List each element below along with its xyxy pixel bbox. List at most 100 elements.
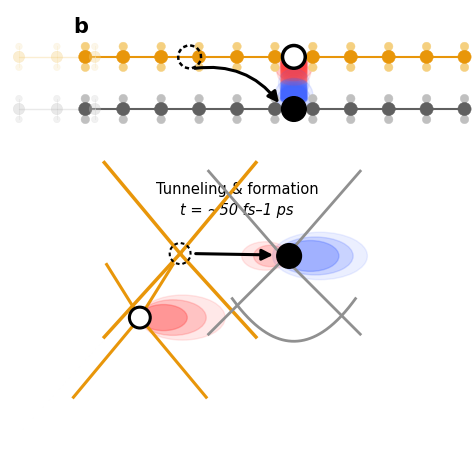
Circle shape: [129, 307, 150, 328]
Circle shape: [233, 115, 241, 124]
Circle shape: [195, 63, 203, 72]
Circle shape: [344, 102, 357, 116]
Circle shape: [54, 116, 60, 123]
Circle shape: [458, 50, 471, 64]
Ellipse shape: [281, 80, 307, 88]
Circle shape: [155, 102, 168, 116]
Ellipse shape: [281, 83, 307, 92]
Circle shape: [157, 94, 165, 103]
Ellipse shape: [281, 68, 307, 76]
Ellipse shape: [281, 87, 307, 95]
Ellipse shape: [281, 63, 307, 72]
Ellipse shape: [281, 95, 307, 104]
Circle shape: [13, 51, 25, 63]
Circle shape: [309, 115, 317, 124]
Circle shape: [344, 50, 357, 64]
Ellipse shape: [281, 87, 307, 96]
Ellipse shape: [254, 246, 287, 266]
Circle shape: [79, 50, 92, 64]
Circle shape: [384, 63, 393, 72]
Circle shape: [346, 42, 355, 51]
Circle shape: [81, 63, 90, 72]
Ellipse shape: [275, 78, 313, 111]
Ellipse shape: [281, 69, 307, 78]
Circle shape: [79, 102, 92, 116]
Circle shape: [422, 42, 431, 51]
Circle shape: [268, 102, 282, 116]
Ellipse shape: [140, 300, 206, 336]
Circle shape: [271, 63, 279, 72]
Ellipse shape: [281, 91, 307, 100]
Ellipse shape: [281, 92, 307, 101]
Ellipse shape: [281, 93, 307, 102]
Circle shape: [119, 115, 128, 124]
Circle shape: [268, 50, 282, 64]
Ellipse shape: [281, 85, 307, 94]
Ellipse shape: [281, 73, 307, 82]
Circle shape: [384, 94, 393, 103]
Ellipse shape: [281, 88, 307, 96]
Circle shape: [16, 64, 22, 71]
Ellipse shape: [281, 71, 307, 79]
Ellipse shape: [281, 70, 307, 78]
Text: b: b: [73, 17, 89, 36]
Ellipse shape: [281, 93, 307, 101]
Ellipse shape: [281, 84, 307, 93]
Circle shape: [91, 43, 98, 50]
Ellipse shape: [281, 81, 307, 89]
Circle shape: [382, 102, 395, 116]
Circle shape: [119, 94, 128, 103]
Ellipse shape: [281, 84, 307, 92]
Circle shape: [51, 103, 63, 115]
Circle shape: [16, 116, 22, 123]
Circle shape: [81, 42, 90, 51]
Circle shape: [54, 43, 60, 50]
Circle shape: [230, 102, 244, 116]
Circle shape: [233, 42, 241, 51]
Ellipse shape: [281, 60, 307, 69]
Circle shape: [277, 244, 301, 268]
Circle shape: [458, 102, 471, 116]
Ellipse shape: [281, 92, 307, 100]
Text: Tunneling & formation: Tunneling & formation: [155, 182, 319, 197]
Circle shape: [16, 95, 22, 102]
Ellipse shape: [281, 79, 307, 87]
Circle shape: [195, 42, 203, 51]
Ellipse shape: [281, 66, 307, 75]
Circle shape: [346, 94, 355, 103]
Ellipse shape: [281, 81, 307, 90]
Ellipse shape: [281, 63, 307, 71]
Circle shape: [384, 42, 393, 51]
Ellipse shape: [281, 89, 307, 97]
Ellipse shape: [281, 94, 307, 103]
Ellipse shape: [281, 85, 307, 93]
Ellipse shape: [281, 89, 307, 98]
Circle shape: [54, 95, 60, 102]
Circle shape: [117, 50, 130, 64]
Circle shape: [157, 42, 165, 51]
FancyArrowPatch shape: [196, 250, 270, 259]
Ellipse shape: [281, 79, 307, 87]
Circle shape: [283, 46, 305, 68]
Circle shape: [346, 63, 355, 72]
Ellipse shape: [281, 90, 307, 99]
Circle shape: [282, 97, 306, 121]
Circle shape: [91, 64, 98, 71]
Circle shape: [460, 115, 469, 124]
Ellipse shape: [281, 71, 307, 80]
Ellipse shape: [281, 72, 307, 81]
Circle shape: [117, 102, 130, 116]
Ellipse shape: [279, 69, 309, 97]
Circle shape: [384, 115, 393, 124]
Circle shape: [91, 116, 98, 123]
Ellipse shape: [281, 65, 307, 74]
Circle shape: [460, 94, 469, 103]
Circle shape: [309, 94, 317, 103]
Circle shape: [192, 50, 206, 64]
Ellipse shape: [242, 242, 289, 270]
Ellipse shape: [277, 85, 310, 114]
Circle shape: [230, 50, 244, 64]
Ellipse shape: [281, 82, 307, 91]
Ellipse shape: [140, 305, 187, 331]
Ellipse shape: [277, 62, 310, 85]
